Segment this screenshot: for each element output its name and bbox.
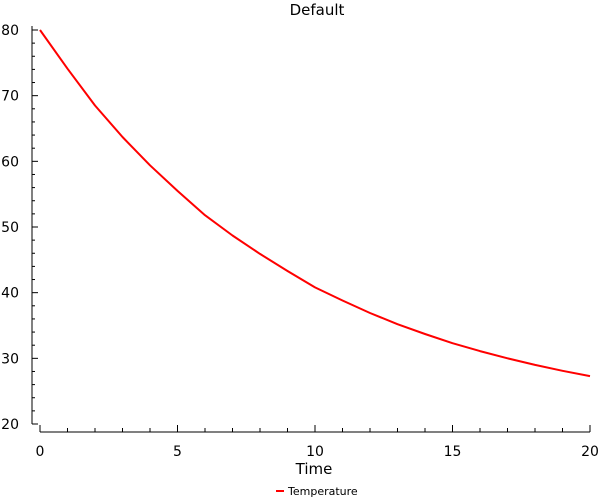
y-tick-label: 40 xyxy=(1,286,19,302)
y-tick-label: 20 xyxy=(1,417,19,433)
y-tick-label: 60 xyxy=(1,154,19,170)
y-tick-label: 80 xyxy=(1,23,19,39)
axes: 20 30 40 50 60 70 80 0 5 10 15 20 xyxy=(1,23,599,460)
y-tick-label: 30 xyxy=(1,351,19,367)
x-tick-label: 5 xyxy=(173,444,182,460)
legend-label-temperature: Temperature xyxy=(287,485,358,498)
series-layer xyxy=(39,29,591,378)
x-tick-label: 15 xyxy=(444,444,462,460)
chart-title: Default xyxy=(290,1,345,19)
y-tick-label: 50 xyxy=(1,220,19,236)
y-tick-label: 70 xyxy=(1,89,19,105)
x-tick-label: 0 xyxy=(36,444,45,460)
series-line-temperature xyxy=(39,29,591,378)
x-axis-title: Time xyxy=(295,460,333,478)
x-tick-label: 10 xyxy=(306,444,324,460)
x-tick-label: 20 xyxy=(581,444,599,460)
legend: Temperature xyxy=(276,485,358,498)
